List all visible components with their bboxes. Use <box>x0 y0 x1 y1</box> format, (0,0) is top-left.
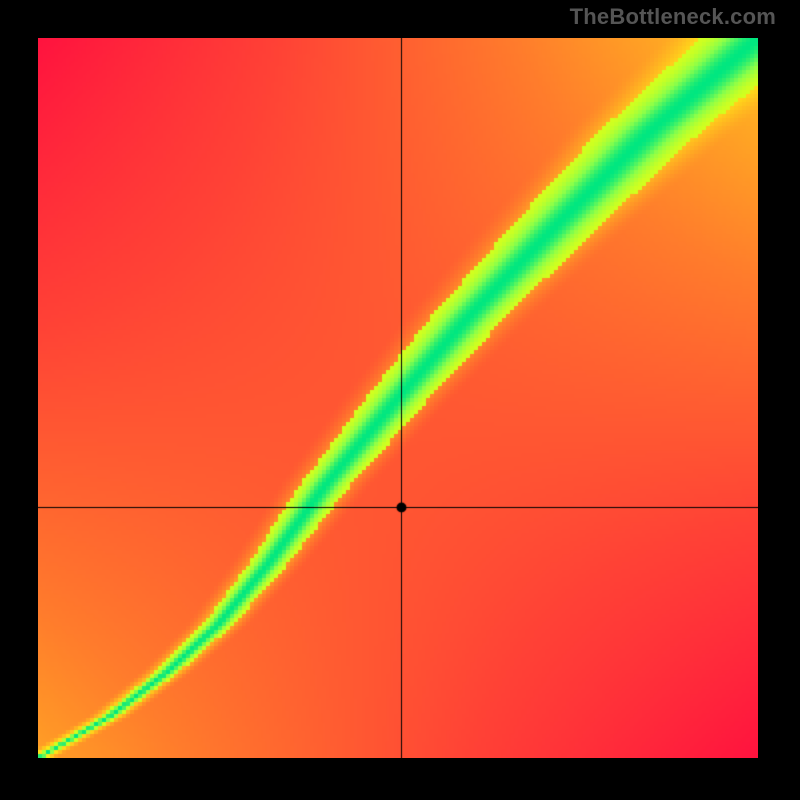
heatmap-canvas <box>38 38 758 758</box>
watermark-text: TheBottleneck.com <box>570 4 776 30</box>
chart-frame: { "watermark": "TheBottleneck.com", "can… <box>0 0 800 800</box>
